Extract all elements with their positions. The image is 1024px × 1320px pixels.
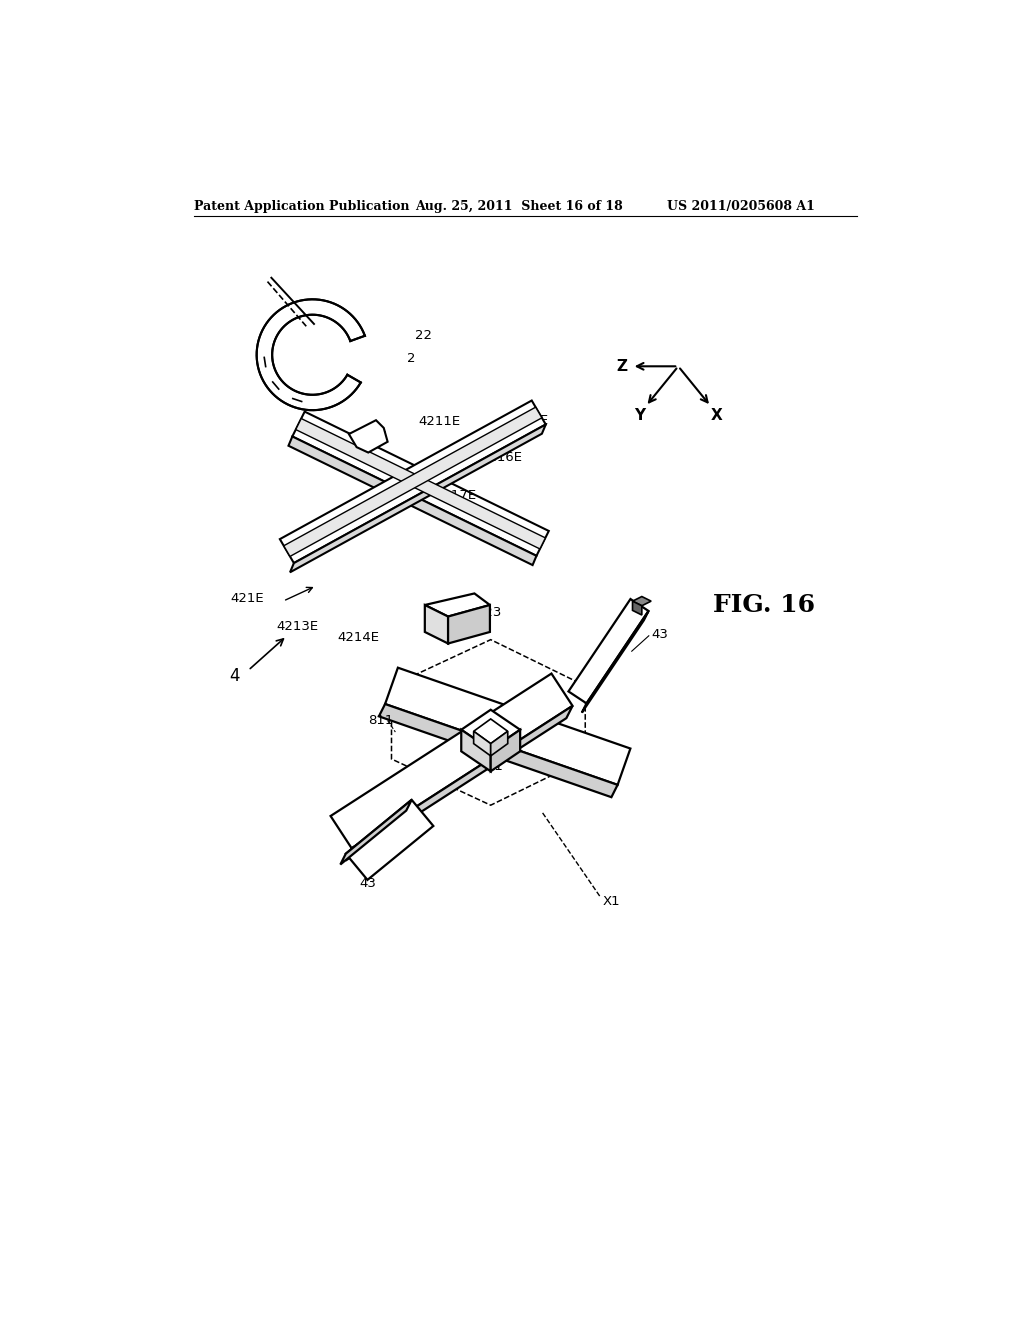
Text: 811: 811: [369, 714, 393, 727]
Polygon shape: [449, 605, 489, 644]
Text: 421E: 421E: [230, 593, 263, 606]
Polygon shape: [345, 706, 572, 861]
Polygon shape: [490, 730, 520, 771]
Polygon shape: [379, 704, 617, 797]
Text: US 2011/0205608 A1: US 2011/0205608 A1: [667, 199, 814, 213]
Text: 4215E: 4215E: [506, 413, 548, 426]
Text: 4216E: 4216E: [480, 450, 522, 463]
Polygon shape: [284, 407, 542, 557]
Text: 43: 43: [651, 628, 668, 640]
Polygon shape: [346, 800, 433, 880]
Text: Y: Y: [634, 408, 645, 424]
Polygon shape: [425, 605, 449, 644]
Polygon shape: [582, 611, 648, 713]
Text: 4213E: 4213E: [276, 620, 318, 634]
Polygon shape: [331, 673, 572, 849]
Polygon shape: [461, 710, 520, 750]
Text: 4212E: 4212E: [297, 535, 339, 548]
Polygon shape: [340, 800, 412, 865]
Polygon shape: [568, 599, 648, 704]
Text: X1: X1: [602, 895, 620, 908]
Text: 411: 411: [499, 741, 524, 754]
Polygon shape: [385, 668, 631, 785]
Text: Patent Application Publication: Patent Application Publication: [194, 199, 410, 213]
Polygon shape: [474, 719, 508, 743]
Text: FIG. 16: FIG. 16: [713, 593, 815, 616]
Text: Z: Z: [616, 359, 627, 374]
Polygon shape: [289, 437, 537, 565]
Text: Aug. 25, 2011  Sheet 16 of 18: Aug. 25, 2011 Sheet 16 of 18: [415, 199, 623, 213]
Polygon shape: [425, 594, 489, 616]
Polygon shape: [290, 425, 546, 573]
Polygon shape: [461, 730, 490, 771]
Polygon shape: [474, 731, 490, 756]
Polygon shape: [490, 731, 508, 756]
Polygon shape: [292, 412, 549, 556]
Polygon shape: [349, 420, 388, 453]
Text: 423: 423: [477, 606, 502, 619]
Text: 2: 2: [407, 352, 416, 366]
Text: 4: 4: [229, 667, 241, 685]
Text: 4211E: 4211E: [419, 416, 461, 428]
Text: 4217E: 4217E: [434, 490, 476, 502]
Polygon shape: [280, 400, 546, 564]
Polygon shape: [633, 601, 642, 615]
Text: 43: 43: [359, 878, 376, 890]
Text: 41: 41: [486, 760, 503, 774]
Polygon shape: [296, 418, 546, 549]
Polygon shape: [633, 597, 651, 606]
Text: X: X: [711, 408, 723, 424]
Text: 422: 422: [362, 429, 387, 442]
Text: 22: 22: [415, 329, 432, 342]
Text: 4214E: 4214E: [337, 631, 379, 644]
